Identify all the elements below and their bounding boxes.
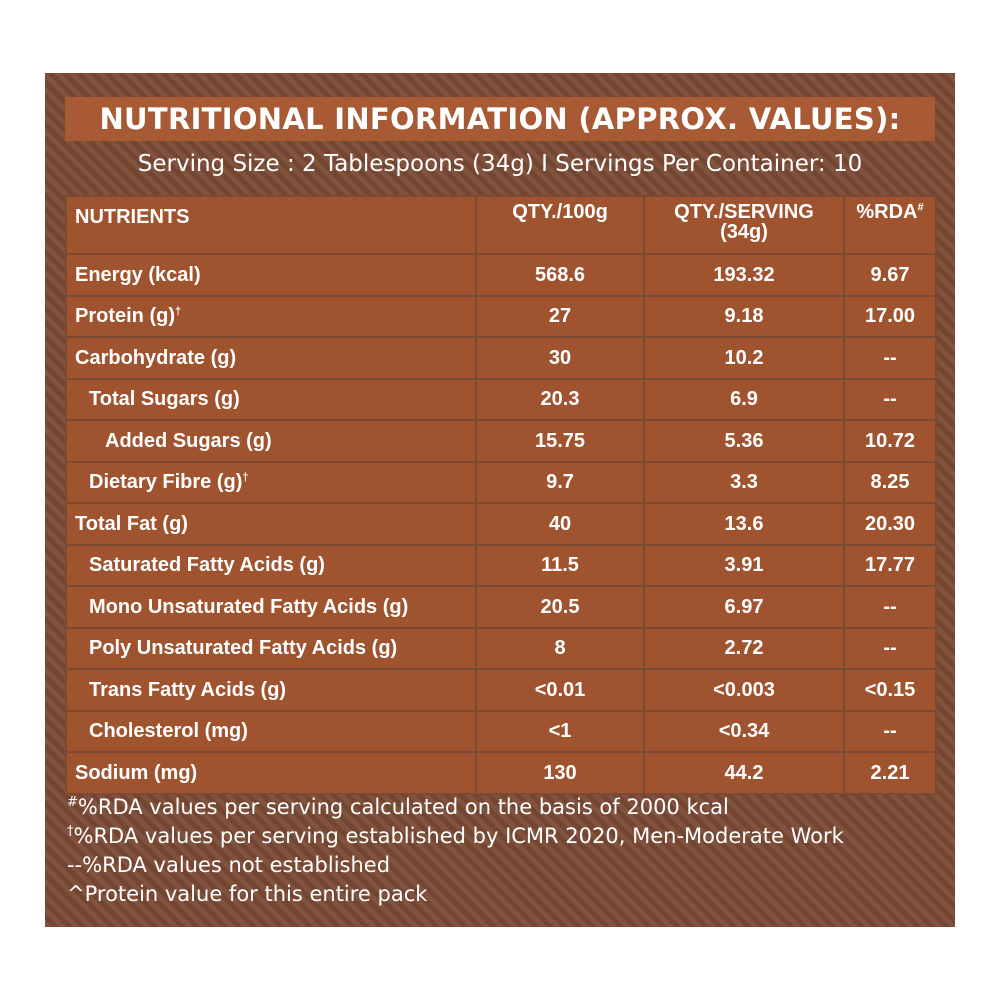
- header-rda-label: %RDA: [856, 201, 918, 223]
- header-nutrients: NUTRIENTS: [65, 195, 477, 255]
- nutrient-name: Added Sugars (g): [65, 419, 477, 463]
- qty-per-100g: 20.3: [475, 377, 645, 421]
- qty-per-serving: 3.91: [643, 543, 845, 587]
- table-row: Mono Unsaturated Fatty Acids (g) 20.5 6.…: [65, 585, 937, 629]
- qty-per-100g: <1: [475, 709, 645, 753]
- table-row: Sodium (mg) 130 44.2 2.21: [65, 751, 937, 795]
- footnote-item: †%RDA values per serving established by …: [67, 824, 844, 848]
- rda-value: 8.25: [843, 460, 937, 504]
- nutrition-panel: NUTRITIONAL INFORMATION (APPROX. VALUES)…: [45, 73, 955, 927]
- rda-value: 20.30: [843, 502, 937, 546]
- nutrient-name: Saturated Fatty Acids (g): [65, 543, 477, 587]
- nutrient-name: Energy (kcal): [65, 253, 477, 297]
- nutrient-name: Mono Unsaturated Fatty Acids (g): [65, 585, 477, 629]
- rda-value: --: [843, 709, 937, 753]
- qty-per-serving: 9.18: [643, 294, 845, 338]
- qty-per-100g: 8: [475, 626, 645, 670]
- qty-per-serving: 10.2: [643, 336, 845, 380]
- footnote-item: ^Protein value for this entire pack: [67, 882, 428, 906]
- rda-value: --: [843, 377, 937, 421]
- header-qty-100g: QTY./100g: [475, 195, 645, 255]
- table-row: Added Sugars (g) 15.75 5.36 10.72: [65, 419, 937, 463]
- nutrient-name: Total Sugars (g): [65, 377, 477, 421]
- footnotes: #%RDA values per serving calculated on t…: [67, 793, 947, 909]
- table-row: Dietary Fibre (g)† 9.7 3.3 8.25: [65, 460, 937, 504]
- table-row: Poly Unsaturated Fatty Acids (g) 8 2.72 …: [65, 626, 937, 670]
- rda-value: 17.00: [843, 294, 937, 338]
- rda-value: 2.21: [843, 751, 937, 795]
- qty-per-serving: <0.34: [643, 709, 845, 753]
- header-qty-serving-label: QTY./SERVING: [674, 201, 814, 223]
- qty-per-100g: 20.5: [475, 585, 645, 629]
- rda-value: 10.72: [843, 419, 937, 463]
- qty-per-serving: 5.36: [643, 419, 845, 463]
- qty-per-100g: 40: [475, 502, 645, 546]
- table-row: Saturated Fatty Acids (g) 11.5 3.91 17.7…: [65, 543, 937, 587]
- qty-per-100g: 27: [475, 294, 645, 338]
- table-row: Total Sugars (g) 20.3 6.9 --: [65, 377, 937, 421]
- rda-value: <0.15: [843, 668, 937, 712]
- qty-per-100g: 15.75: [475, 419, 645, 463]
- header-qty-serving: QTY./SERVING (34g): [643, 195, 845, 255]
- qty-per-100g: 11.5: [475, 543, 645, 587]
- nutrient-name: Sodium (mg): [65, 751, 477, 795]
- table-row: Carbohydrate (g) 30 10.2 --: [65, 336, 937, 380]
- rda-value: --: [843, 626, 937, 670]
- header-rda: %RDA#: [843, 195, 937, 255]
- qty-per-serving: 193.32: [643, 253, 845, 297]
- qty-per-serving: 13.6: [643, 502, 845, 546]
- qty-per-100g: 9.7: [475, 460, 645, 504]
- rda-value: --: [843, 585, 937, 629]
- qty-per-serving: 6.9: [643, 377, 845, 421]
- qty-per-100g: <0.01: [475, 668, 645, 712]
- serving-info: Serving Size : 2 Tablespoons (34g) I Ser…: [137, 151, 863, 177]
- nutrient-name: Total Fat (g): [65, 502, 477, 546]
- nutrient-name: Carbohydrate (g): [65, 336, 477, 380]
- qty-per-100g: 568.6: [475, 253, 645, 297]
- qty-per-serving: <0.003: [643, 668, 845, 712]
- nutrition-title: NUTRITIONAL INFORMATION (APPROX. VALUES)…: [65, 97, 935, 141]
- header-qty-serving-sub: (34g): [720, 221, 768, 243]
- table-row: Trans Fatty Acids (g) <0.01 <0.003 <0.15: [65, 668, 937, 712]
- nutrient-name: Trans Fatty Acids (g): [65, 668, 477, 712]
- nutrient-name: Poly Unsaturated Fatty Acids (g): [65, 626, 477, 670]
- qty-per-serving: 2.72: [643, 626, 845, 670]
- qty-per-serving: 6.97: [643, 585, 845, 629]
- rda-value: --: [843, 336, 937, 380]
- footnote-item: --%RDA values not established: [67, 853, 391, 877]
- nutrition-table-wrap: NUTRIENTS QTY./100g QTY./SERVING (34g) %…: [65, 195, 937, 795]
- nutrient-name: Cholesterol (mg): [65, 709, 477, 753]
- table-row: Protein (g)† 27 9.18 17.00: [65, 294, 937, 338]
- table-row: Total Fat (g) 40 13.6 20.30: [65, 502, 937, 546]
- table-row: Cholesterol (mg) <1 <0.34 --: [65, 709, 937, 753]
- header-rda-mark: #: [917, 201, 924, 214]
- table-row: Energy (kcal) 568.6 193.32 9.67: [65, 253, 937, 297]
- qty-per-serving: 3.3: [643, 460, 845, 504]
- qty-per-serving: 44.2: [643, 751, 845, 795]
- rda-value: 9.67: [843, 253, 937, 297]
- qty-per-100g: 130: [475, 751, 645, 795]
- qty-per-100g: 30: [475, 336, 645, 380]
- rda-value: 17.77: [843, 543, 937, 587]
- nutrition-table: NUTRIENTS QTY./100g QTY./SERVING (34g) %…: [65, 195, 937, 795]
- footnote-item: #%RDA values per serving calculated on t…: [67, 795, 729, 819]
- table-header-row: NUTRIENTS QTY./100g QTY./SERVING (34g) %…: [65, 195, 937, 255]
- nutrient-name: Protein (g)†: [65, 294, 477, 338]
- nutrient-name: Dietary Fibre (g)†: [65, 460, 477, 504]
